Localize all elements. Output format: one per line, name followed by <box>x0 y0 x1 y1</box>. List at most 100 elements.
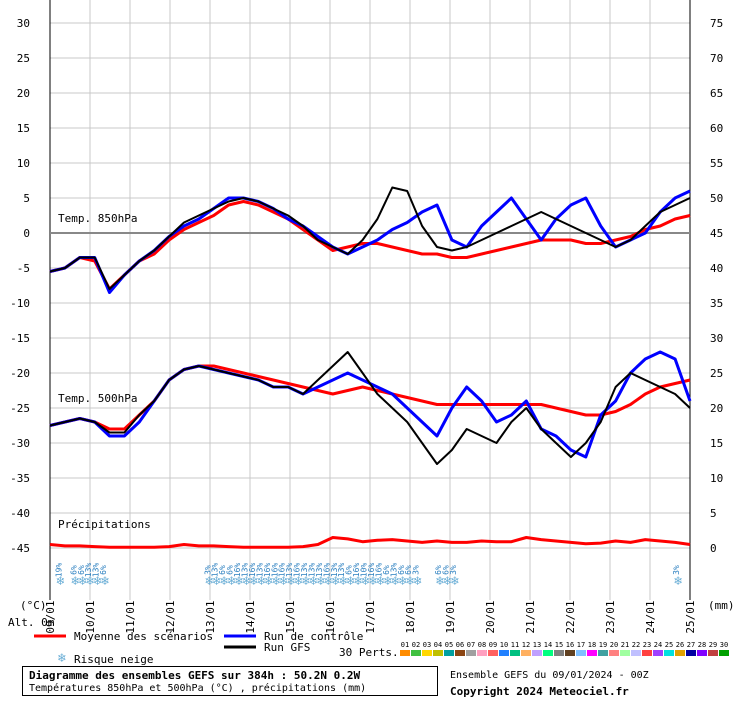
left-tick-label: -10 <box>10 297 30 310</box>
legend-pert-swatch <box>565 650 575 656</box>
legend-mean-label: Moyenne des scénarios <box>74 630 213 643</box>
snow-risk-label: 16% <box>293 563 302 578</box>
legend-pert-swatch <box>532 650 542 656</box>
legend-pert-swatch <box>653 650 663 656</box>
legend-pert-number: 25 <box>665 641 673 649</box>
snow-risk-icon: ❄ <box>368 574 377 589</box>
snow-risk-icon: ❄ <box>413 574 422 589</box>
legend-pert-number: 11 <box>511 641 519 649</box>
snow-risk-icon: ❄ <box>286 574 295 589</box>
panel-label-t850: Temp. 850hPa <box>58 212 137 225</box>
legend-pert-number: 08 <box>478 641 486 649</box>
legend-pert-swatch <box>620 650 630 656</box>
legend-pert-swatch <box>411 650 421 656</box>
snow-risk-label: 16% <box>374 563 383 578</box>
snow-risk-icon: ❄ <box>264 574 273 589</box>
x-tick-label: 25/01 <box>684 600 697 633</box>
right-tick-label: 25 <box>710 367 723 380</box>
legend-control-label: Run de contrôle <box>264 630 363 643</box>
legend-pert-number: 29 <box>709 641 717 649</box>
snow-risk-label: 13% <box>389 563 398 578</box>
left-axis-unit: (°C) <box>20 599 47 612</box>
left-tick-label: 10 <box>17 157 30 170</box>
snow-risk-label: 6% <box>434 565 443 575</box>
legend-pert-number: 19 <box>599 641 607 649</box>
legend-pert-swatch <box>587 650 597 656</box>
x-tick-label: 13/01 <box>204 600 217 633</box>
snow-risk-label: 13% <box>300 563 309 578</box>
snow-risk-label: 6% <box>218 565 227 575</box>
snow-risk-label: 19% <box>54 563 63 578</box>
legend-pert-number: 01 <box>401 641 409 649</box>
x-tick-label: 15/01 <box>284 600 297 633</box>
snow-risk-label: 13% <box>84 563 93 578</box>
snow-risk-icon: ❄ <box>204 574 213 589</box>
altitude-label: Alt. 0m <box>8 616 55 629</box>
legend-pert-swatch <box>554 650 564 656</box>
left-tick-label: 0 <box>23 227 30 240</box>
legend-pert-number: 26 <box>676 641 684 649</box>
left-tick-label: -45 <box>10 542 30 555</box>
snow-risk-icon: ❄ <box>242 574 251 589</box>
snow-risk-icon: ❄ <box>100 574 109 589</box>
snow-risk-label: 13% <box>211 563 220 578</box>
legend-pert-number: 03 <box>423 641 431 649</box>
legend-pert-number: 04 <box>434 641 442 649</box>
snow-risk-icon: ❄ <box>56 574 65 589</box>
left-tick-label: -35 <box>10 472 30 485</box>
left-tick-label: 5 <box>23 192 30 205</box>
legend-pert-swatch <box>543 650 553 656</box>
legend-pert-swatch <box>499 650 509 656</box>
legend-pert-swatch <box>719 650 729 656</box>
left-tick-label: -20 <box>10 367 30 380</box>
right-axis-unit: (mm) <box>708 599 735 612</box>
legend-pert-swatch <box>686 650 696 656</box>
legend-pert-number: 10 <box>500 641 508 649</box>
left-tick-label: -5 <box>17 262 30 275</box>
snow-risk-icon: ❄ <box>256 574 265 589</box>
legend-pert-swatch <box>455 650 465 656</box>
legend-pert-swatch <box>631 650 641 656</box>
snow-risk-label: 3% <box>672 565 681 575</box>
left-tick-label: -25 <box>10 402 30 415</box>
snow-risk-label: 10% <box>360 563 369 578</box>
left-tick-label: 15 <box>17 122 30 135</box>
snow-risk-label: 3% <box>412 565 421 575</box>
legend-pert-swatch <box>444 650 454 656</box>
legend-pert-number: 09 <box>489 641 497 649</box>
snow-risk-label: 6% <box>397 565 406 575</box>
snow-risk-label: 13% <box>315 563 324 578</box>
x-tick-label: 23/01 <box>604 600 617 633</box>
legend-pert-number: 15 <box>555 641 563 649</box>
legend-pert-number: 14 <box>544 641 552 649</box>
right-tick-label: 50 <box>710 192 723 205</box>
legend-pert-swatch <box>510 650 520 656</box>
snow-risk-icon: ❄ <box>70 574 79 589</box>
snow-risk-label: 13% <box>92 563 101 578</box>
legend-pert-swatch <box>642 650 652 656</box>
right-tick-label: 75 <box>710 17 723 30</box>
legend-pert-number: 21 <box>621 641 629 649</box>
right-tick-label: 20 <box>710 402 723 415</box>
snow-risk-icon: ❄ <box>78 574 87 589</box>
legend-pert-number: 18 <box>588 641 596 649</box>
snow-risk-icon: ❄ <box>309 574 318 589</box>
left-tick-label: -40 <box>10 507 30 520</box>
left-tick-label: -30 <box>10 437 30 450</box>
left-tick-label: 30 <box>17 17 30 30</box>
right-tick-label: 30 <box>710 332 723 345</box>
right-tick-label: 35 <box>710 297 723 310</box>
snow-risk-label: 6% <box>226 565 235 575</box>
snow-risk-icon: ❄ <box>212 574 221 589</box>
right-tick-label: 10 <box>710 472 723 485</box>
snow-risk-label: 6% <box>441 565 450 575</box>
x-tick-label: 11/01 <box>124 600 137 633</box>
snow-risk-icon: ❄ <box>390 574 399 589</box>
snow-risk-label: 3% <box>449 565 458 575</box>
snow-risk-icon: ❄ <box>331 574 340 589</box>
snow-risk-label: 13% <box>240 563 249 578</box>
legend-pert-number: 07 <box>467 641 475 649</box>
snow-risk-label: 13% <box>255 563 264 578</box>
snow-risk-icon: ❄ <box>249 574 258 589</box>
